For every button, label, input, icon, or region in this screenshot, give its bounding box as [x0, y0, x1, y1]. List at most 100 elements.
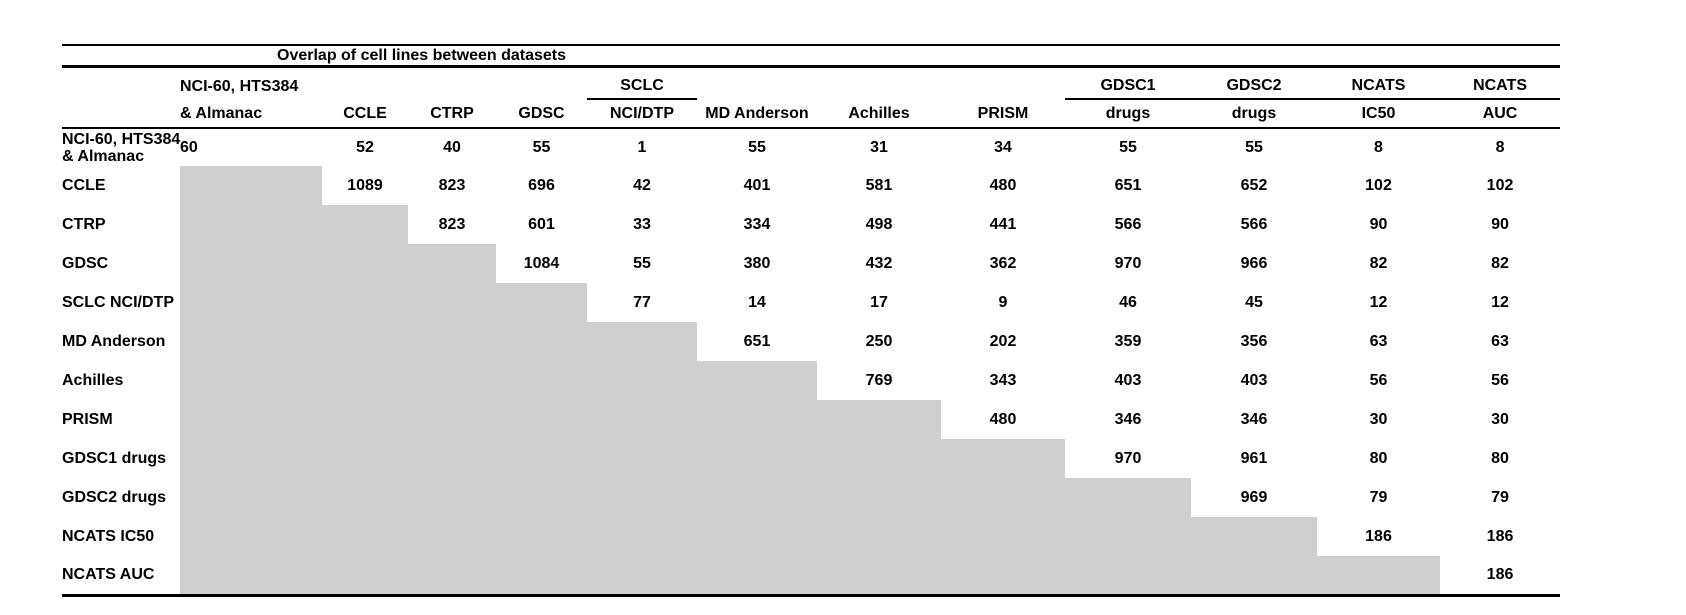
row-label: NCATS AUC — [62, 556, 180, 597]
value-cell: 82 — [1369, 254, 1388, 272]
row-label: Achilles — [62, 371, 124, 389]
shaded-cell — [408, 517, 496, 556]
shaded-cell — [322, 283, 408, 322]
matrix-body: NCI-60, HTS384 & Almanac 60 52 40 55 1 55 31 34 55… — [62, 128, 1561, 597]
shaded-cell — [322, 400, 408, 439]
shaded-cell — [408, 400, 496, 439]
column-header-prism: PRISM — [941, 99, 1065, 129]
shaded-cell — [697, 400, 817, 439]
shaded-cell — [180, 361, 322, 400]
value-cell: 55 — [1245, 139, 1263, 156]
value-cell: 769 — [865, 371, 893, 389]
value-cell: 33 — [633, 215, 651, 233]
value-cell: 1084 — [523, 254, 560, 272]
shaded-cell — [817, 478, 941, 517]
shaded-cell — [1065, 517, 1191, 556]
value-cell: 77 — [633, 293, 651, 311]
shaded-cell — [941, 556, 1065, 597]
table-row: PRISM 480 346 346 30 30 — [62, 400, 1560, 439]
value-cell: 652 — [1240, 176, 1268, 194]
table-row: NCI-60, HTS384 & Almanac 60 52 40 55 1 55 31 34 55… — [62, 128, 1560, 166]
shaded-cell — [180, 517, 322, 556]
table-row: GDSC 1084 55 380 432 362 970 966 82 82 — [62, 244, 1560, 283]
column-header-gdsc: GDSC — [496, 99, 587, 129]
table-row: CCLE 1089 823 696 42 401 581 480 651 652 102 102 — [62, 166, 1560, 205]
shaded-cell — [496, 400, 587, 439]
header-group-gdsc2: GDSC2 — [1191, 66, 1317, 100]
value-cell: 651 — [743, 332, 771, 350]
shaded-cell — [817, 556, 941, 597]
value-cell: 8 — [1495, 139, 1505, 156]
shaded-cell — [408, 283, 496, 322]
column-header-ncats-auc: AUC — [1440, 99, 1561, 129]
shaded-cell — [496, 478, 587, 517]
shaded-cell — [180, 166, 322, 205]
column-header-ccle: CCLE — [322, 99, 408, 129]
shaded-cell — [817, 400, 941, 439]
value-cell: 90 — [1369, 215, 1388, 233]
shaded-cell — [496, 361, 587, 400]
spacer-cell — [697, 67, 817, 100]
spacer-cell — [817, 67, 941, 100]
column-header-ctrp: CTRP — [408, 99, 496, 129]
value-cell: 566 — [1114, 215, 1142, 233]
shaded-cell — [587, 517, 697, 556]
shaded-cell — [941, 517, 1065, 556]
value-cell: 52 — [356, 139, 374, 156]
shaded-cell — [587, 478, 697, 517]
shaded-cell — [496, 517, 587, 556]
value-cell: 80 — [1491, 449, 1509, 467]
table-row: NCATS IC50 186 186 — [62, 517, 1560, 556]
value-cell: 63 — [1491, 332, 1509, 350]
shaded-cell — [587, 361, 697, 400]
value-cell: 55 — [633, 254, 651, 272]
table-container: Overlap of cell lines between datasets N… — [62, 44, 1561, 597]
value-cell: 82 — [1491, 254, 1509, 272]
value-cell: 823 — [438, 176, 466, 194]
value-cell: 961 — [1240, 449, 1268, 467]
table-row: GDSC2 drugs 969 79 79 — [62, 478, 1560, 517]
table-row: SCLC NCI/DTP 77 14 17 9 46 45 12 12 — [62, 283, 1560, 322]
shaded-cell — [587, 439, 697, 478]
table-row: GDSC1 drugs 970 961 80 80 — [62, 439, 1560, 478]
value-cell: 403 — [1240, 371, 1268, 389]
value-cell: 12 — [1491, 293, 1509, 311]
shaded-cell — [408, 478, 496, 517]
shaded-cell — [322, 478, 408, 517]
shaded-cell — [697, 478, 817, 517]
header-column-row: & Almanac CCLE CTRP GDSC NCI/DTP MD Ande… — [62, 99, 1561, 129]
value-cell: 966 — [1240, 254, 1268, 272]
spacer-cell — [408, 67, 496, 100]
value-cell: 359 — [1114, 332, 1142, 350]
value-cell: 55 — [748, 139, 766, 156]
table-row: NCATS AUC 186 — [62, 556, 1561, 597]
shaded-cell — [1191, 556, 1317, 597]
header-group-ncats-auc: NCATS — [1440, 66, 1561, 100]
value-cell: 334 — [743, 215, 771, 233]
header-nci60-line1: NCI-60, HTS384 — [180, 78, 299, 95]
shaded-cell — [322, 517, 408, 556]
shaded-cell — [697, 361, 817, 400]
value-cell: 356 — [1240, 332, 1268, 350]
row-label: CCLE — [62, 176, 106, 194]
column-header-achilles: Achilles — [817, 99, 941, 129]
shaded-cell — [180, 322, 322, 361]
value-cell: 14 — [748, 293, 766, 311]
value-cell: 969 — [1240, 488, 1268, 506]
header-group-gdsc1: GDSC1 — [1065, 66, 1191, 100]
shaded-cell — [697, 517, 817, 556]
value-cell: 63 — [1369, 332, 1388, 350]
shaded-cell — [322, 244, 408, 283]
column-header-md-anderson: MD Anderson — [697, 99, 817, 129]
spacer-cell — [496, 67, 587, 100]
value-cell: 343 — [989, 371, 1017, 389]
spacer-cell — [62, 99, 180, 129]
shaded-cell — [1065, 556, 1191, 597]
value-cell: 45 — [1245, 293, 1263, 311]
value-cell: 970 — [1114, 254, 1142, 272]
column-header-gdsc2-drugs: drugs — [1191, 99, 1317, 129]
value-cell: 12 — [1369, 293, 1388, 311]
value-cell: 1089 — [347, 176, 383, 194]
value-cell: 17 — [870, 293, 888, 311]
value-cell: 55 — [1119, 139, 1137, 156]
